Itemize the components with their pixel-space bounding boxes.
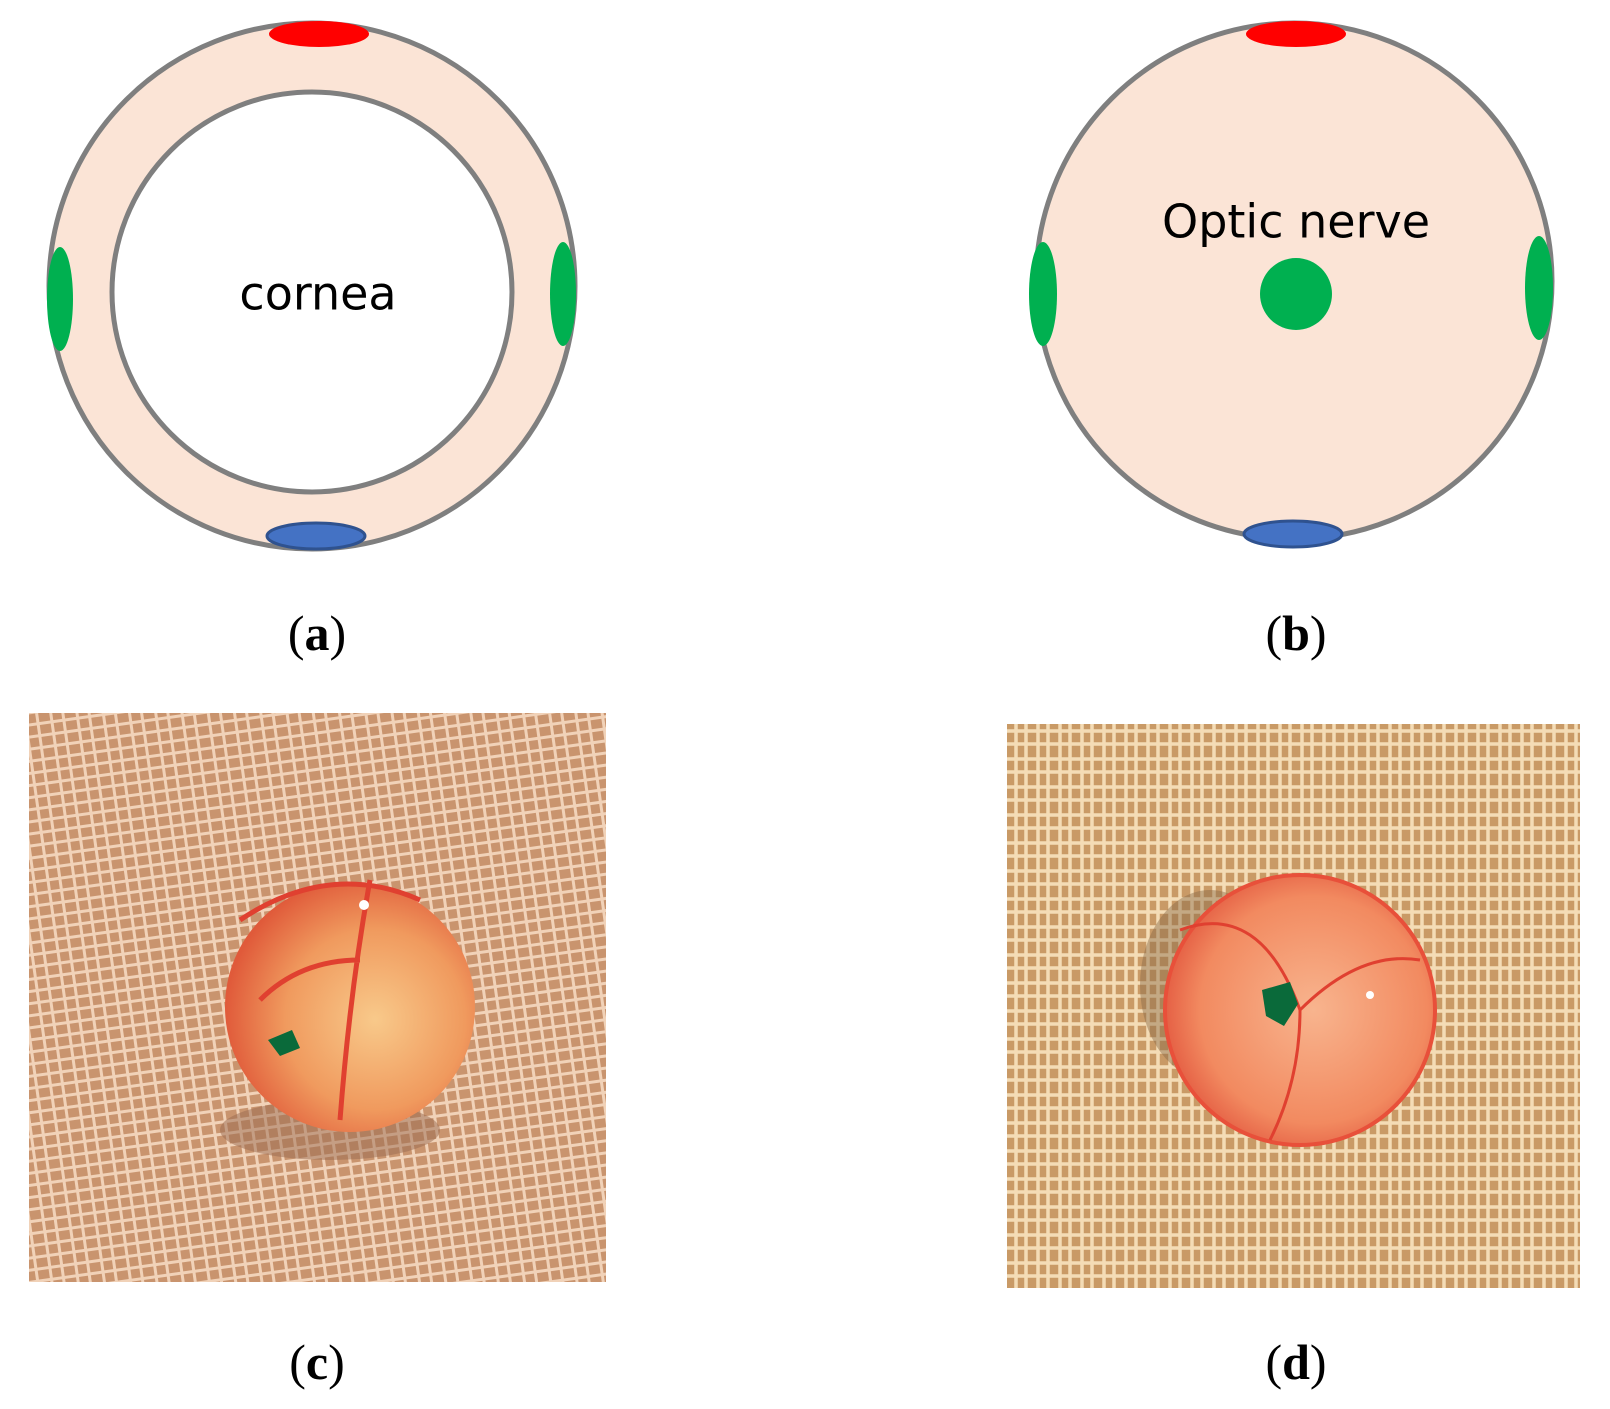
label-part: ( [1265,1334,1282,1390]
label-part: d [1282,1334,1310,1390]
label-part: c [306,1334,328,1390]
panel-label: (a) [288,605,346,661]
panel-a-diagram: cornea [46,20,578,552]
label-part: ) [1310,605,1327,661]
panel-b-diagram: Optic nerve [1029,20,1555,549]
optic-nerve-label: Optic nerve [1162,195,1430,249]
label-part: b [1282,605,1310,661]
cornea-label: cornea [239,267,396,321]
photo-d [1007,724,1580,1288]
photo-c [29,713,606,1282]
label-part: ( [1265,605,1282,661]
panel-label: (c) [289,1334,345,1390]
panel-label: (d) [1265,1334,1326,1390]
label-part: a [305,605,330,661]
label-part: ( [288,605,305,661]
label-part: ( [289,1334,306,1390]
panel-label: (b) [1265,605,1326,661]
label-part: ) [1310,1334,1327,1390]
label-part: ) [330,605,347,661]
label-part: ) [328,1334,345,1390]
